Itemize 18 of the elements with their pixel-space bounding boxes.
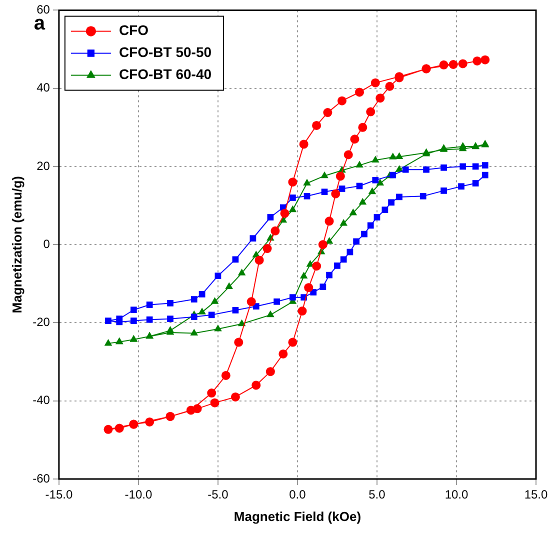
y-tick-label: -20 [32, 315, 50, 330]
y-tick-label: -40 [32, 393, 50, 408]
x-tick-label: 5.0 [368, 488, 386, 502]
x-tick-label: -5.0 [208, 488, 229, 502]
x-axis-title: Magnetic Field (kOe) [234, 508, 362, 524]
legend-label: CFO [118, 22, 149, 38]
y-tick-label: 40 [36, 80, 50, 95]
x-tick-label: 15.0 [524, 488, 548, 502]
y-axis-title: Magnetization (emu/g) [9, 176, 24, 314]
legend-label: CFO-BT 50-50 [118, 44, 212, 60]
x-tick-label: 10.0 [444, 488, 468, 502]
x-tick-label: -10.0 [124, 488, 152, 502]
y-tick-label: 0 [43, 236, 50, 251]
legend-label: CFO-BT 60-40 [118, 66, 212, 82]
x-tick-label: -15.0 [45, 488, 73, 502]
y-tick-label: -60 [32, 471, 50, 486]
x-tick-label: 0.0 [289, 488, 306, 502]
y-tick-label: 20 [36, 158, 50, 173]
